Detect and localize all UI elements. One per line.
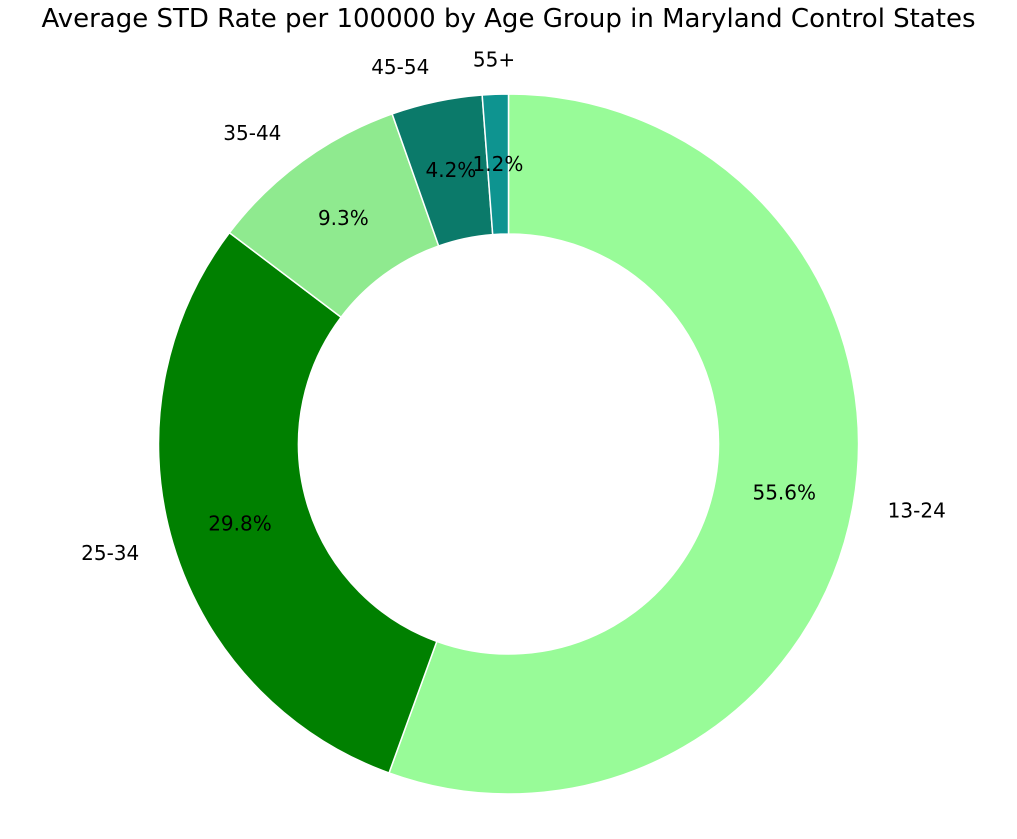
percent-label-13-24: 55.6%	[752, 481, 816, 505]
slice-25-34	[157, 231, 438, 774]
slices-layer	[157, 93, 860, 795]
category-label-55: 55+	[473, 47, 515, 71]
category-label-45-54: 45-54	[371, 55, 429, 79]
percent-label-35-44: 9.3%	[318, 206, 369, 230]
category-label-13-24: 13-24	[888, 499, 946, 523]
labels-layer: 55.6% 13-24 29.8% 25-34 9.3% 35-44 4.2% 45-54 1.…	[81, 47, 946, 565]
category-label-35-44: 35-44	[223, 121, 281, 145]
percent-label-45-54: 4.2%	[426, 158, 477, 182]
chart-title: Average STD Rate per 100000 by Age Group…	[41, 4, 976, 34]
percent-label-25-34: 29.8%	[208, 511, 272, 535]
category-label-25-34: 25-34	[81, 541, 139, 565]
slice-55	[481, 93, 510, 236]
slice-13-24	[388, 93, 860, 795]
percent-label-55: 1.2%	[473, 152, 524, 176]
